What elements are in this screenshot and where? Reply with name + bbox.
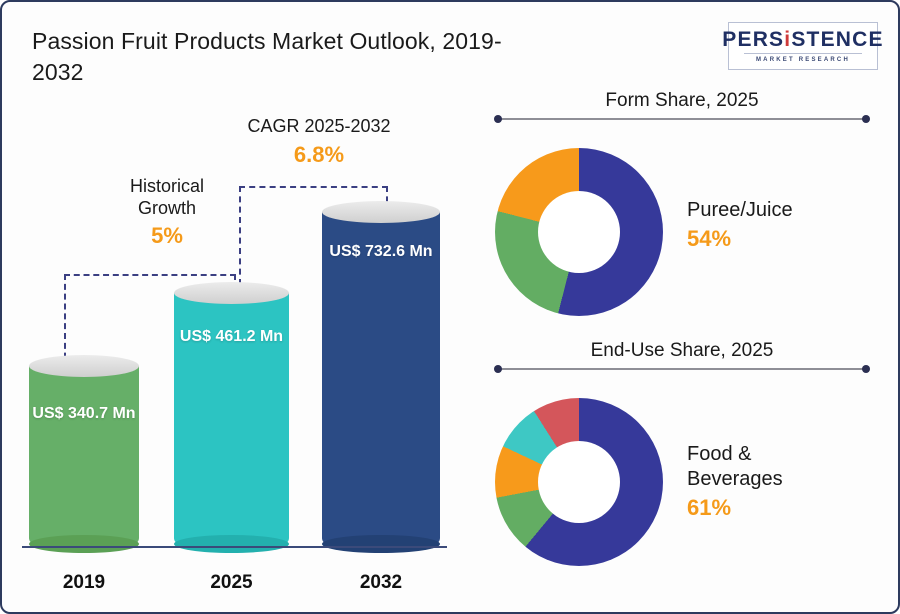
historical-growth-annotation: Historical Growth 5% [92,176,242,249]
cagr-value: 6.8% [293,141,345,167]
form-share-donut [495,148,663,316]
bar-2019: US$ 340.7 Mn [29,355,139,553]
end-use-share-callout: Food & Beverages 61% [687,442,783,521]
logo-wordmark: PERSiSTENCE [722,29,883,50]
bar-chart-axis [22,546,447,548]
form-share-callout-name: Puree/Juice [687,199,793,221]
bar-2032-body: US$ 732.6 Mn [322,201,440,553]
form-share-header: Form Share, 2025 [472,90,892,123]
end-use-share-callout-name-line1: Food & [687,443,752,465]
bar-2019-body: US$ 340.7 Mn [29,355,139,553]
form-share-callout-value: 54% [687,226,732,251]
end-use-share-donut-hole [538,441,620,523]
historical-growth-value: 5% [151,223,183,249]
historical-growth-label-line2: Growth [137,197,197,218]
bar-2032: US$ 732.6 Mn [322,201,440,553]
logo-word-part1: PERS [722,28,785,51]
x-tick-2025: 2025 [210,572,253,593]
bar-2032-cap [322,201,440,223]
bar-2019-base [29,535,139,553]
bar-2019-value: US$ 340.7 Mn [32,405,136,422]
bar-chart: Historical Growth 5% CAGR 2025-2032 6.8%… [2,72,467,612]
bar-2025-cap [174,282,289,304]
x-tick-2032: 2032 [359,572,403,593]
end-use-share-header: End-Use Share, 2025 [472,340,892,373]
x-tick-2019: 2019 [62,572,106,593]
share-panels: Form Share, 2025 Puree/Juice 54% End-Use… [472,72,898,612]
persistence-logo: PERSiSTENCE MARKET RESEARCH [722,22,883,70]
bar-2025-base [174,535,289,553]
form-share-callout: Puree/Juice 54% [687,198,793,252]
form-share-donut-hole [538,191,620,273]
page-title: Passion Fruit Products Market Outlook, 2… [32,28,502,86]
bar-2025: US$ 461.2 Mn [174,282,289,553]
end-use-share-title: End-Use Share, 2025 [590,340,774,361]
cagr-annotation: CAGR 2025-2032 6.8% [224,116,414,168]
bar-2019-cap [29,355,139,377]
form-share-divider [494,115,870,123]
bar-2032-base [322,535,440,553]
logo-word-part2: STENCE [791,28,884,51]
bar-2025-body: US$ 461.2 Mn [174,282,289,553]
cagr-label: CAGR 2025-2032 [247,116,391,136]
end-use-share-divider [494,365,870,373]
form-share-title: Form Share, 2025 [605,90,759,111]
logo-tagline: MARKET RESEARCH [744,53,862,63]
bar-2025-value: US$ 461.2 Mn [179,328,284,345]
historical-growth-label-line1: Historical [129,176,204,196]
bar-2032-value: US$ 732.6 Mn [329,243,433,260]
logo-word-accent-i: i [784,28,792,51]
end-use-share-callout-value: 61% [687,495,732,520]
end-use-share-donut [495,398,663,566]
end-use-share-callout-name-line2: Beverages [687,468,783,490]
